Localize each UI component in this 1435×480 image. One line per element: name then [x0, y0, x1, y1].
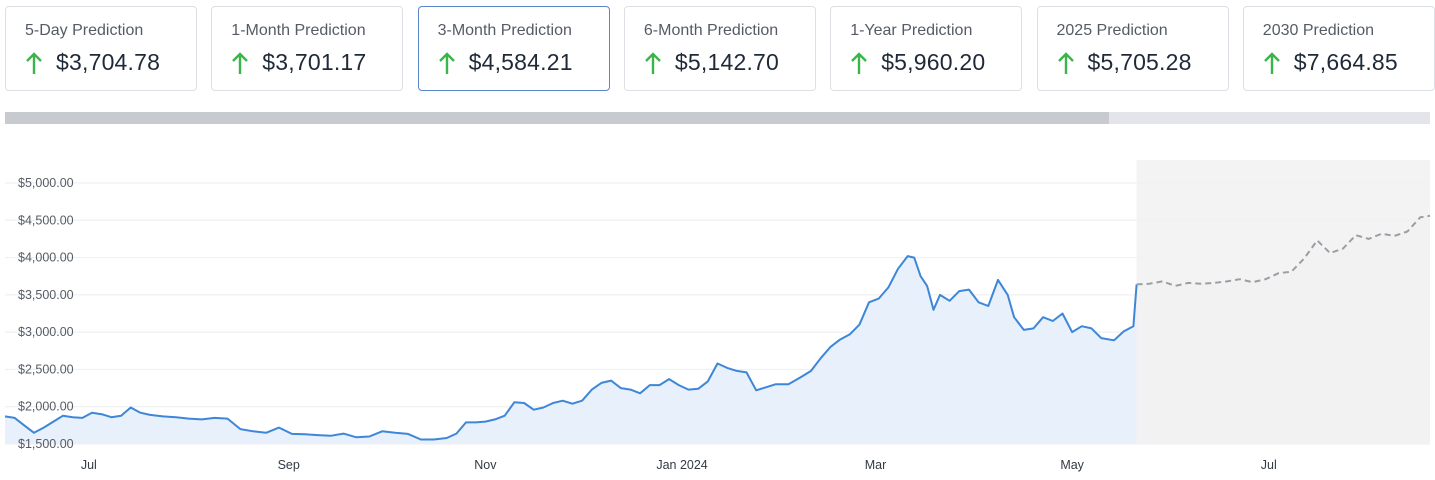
- forecast-area: [1136, 215, 1430, 444]
- x-tick-label: Nov: [474, 458, 497, 472]
- y-tick-label: $2,500.00: [18, 362, 74, 376]
- card-label: 1-Year Prediction: [850, 22, 973, 39]
- x-tick-label: Jul: [81, 458, 97, 472]
- prediction-cards: 5-Day Prediction $3,704.78 1-Month Predi…: [5, 6, 1435, 94]
- y-tick-label: $1,500.00: [18, 437, 74, 451]
- card-value: $5,142.70: [674, 49, 780, 75]
- card-value: $3,701.17: [262, 49, 367, 75]
- y-axis: $1,500.00 $2,000.00 $2,500.00 $3,000.00 $3,5…: [18, 176, 74, 451]
- arrow-up-icon: [1057, 52, 1074, 74]
- prediction-card-1-year[interactable]: 1-Year Prediction $5,960.20: [830, 6, 1023, 91]
- arrow-up-icon: [1263, 52, 1280, 74]
- y-tick-label: $2,000.00: [18, 400, 74, 414]
- card-value: $7,664.85: [1293, 49, 1398, 75]
- x-axis: Jul Sep Nov Jan 2024 Mar May Jul: [81, 458, 1277, 472]
- prediction-card-5-day[interactable]: 5-Day Prediction $3,704.78: [5, 6, 197, 91]
- x-tick-label: May: [1060, 458, 1084, 472]
- card-label: 6-Month Prediction: [643, 22, 779, 39]
- prediction-card-2025[interactable]: 2025 Prediction $5,705.28: [1036, 6, 1229, 91]
- prediction-card-1-month[interactable]: 1-Month Prediction $3,701.17: [211, 6, 404, 91]
- historical-area: [5, 256, 1137, 444]
- card-label: 2025 Prediction: [1056, 22, 1168, 39]
- prediction-card-3-month[interactable]: 3-Month Prediction $4,584.21: [417, 6, 610, 91]
- card-value: $3,704.78: [56, 49, 161, 75]
- x-tick-label: Jul: [1261, 458, 1277, 472]
- area-fills: [5, 160, 1430, 444]
- arrow-up-icon: [645, 52, 661, 74]
- y-tick-label: $5,000.00: [18, 176, 74, 190]
- historical-line: [4, 255, 1138, 441]
- price-chart: $1,500.00 $2,000.00 $2,500.00 $3,000.00 $3,5…: [4, 160, 1431, 472]
- prediction-card-2030[interactable]: 2030 Prediction $7,664.85: [1242, 6, 1435, 91]
- card-value: $4,584.21: [468, 49, 573, 75]
- card-value: $5,705.28: [1087, 49, 1192, 75]
- prediction-card-6-month[interactable]: 6-Month Prediction $5,142.70: [623, 6, 816, 91]
- y-tick-label: $3,500.00: [18, 288, 74, 302]
- arrow-up-icon: [851, 52, 868, 74]
- arrow-up-icon: [232, 52, 249, 74]
- y-tick-label: $3,000.00: [18, 325, 74, 339]
- x-tick-label: Sep: [278, 458, 300, 472]
- x-tick-label: Jan 2024: [656, 458, 707, 472]
- y-tick-label: $4,500.00: [18, 213, 74, 227]
- arrow-up-icon: [438, 52, 455, 74]
- x-tick-label: Mar: [865, 458, 887, 472]
- card-value: $5,960.20: [881, 49, 986, 75]
- card-label: 3-Month Prediction: [437, 22, 572, 39]
- scrollbar-thumb[interactable]: [5, 112, 1110, 124]
- series-lines: [4, 214, 1431, 441]
- horizontal-scrollbar[interactable]: [5, 112, 1430, 124]
- forecast-line: [1136, 214, 1431, 287]
- card-label: 2030 Prediction: [1262, 22, 1374, 39]
- card-label: 1-Month Prediction: [231, 22, 366, 39]
- card-label: 5-Day Prediction: [25, 22, 144, 39]
- y-tick-label: $4,000.00: [18, 251, 74, 265]
- arrow-up-icon: [26, 52, 42, 74]
